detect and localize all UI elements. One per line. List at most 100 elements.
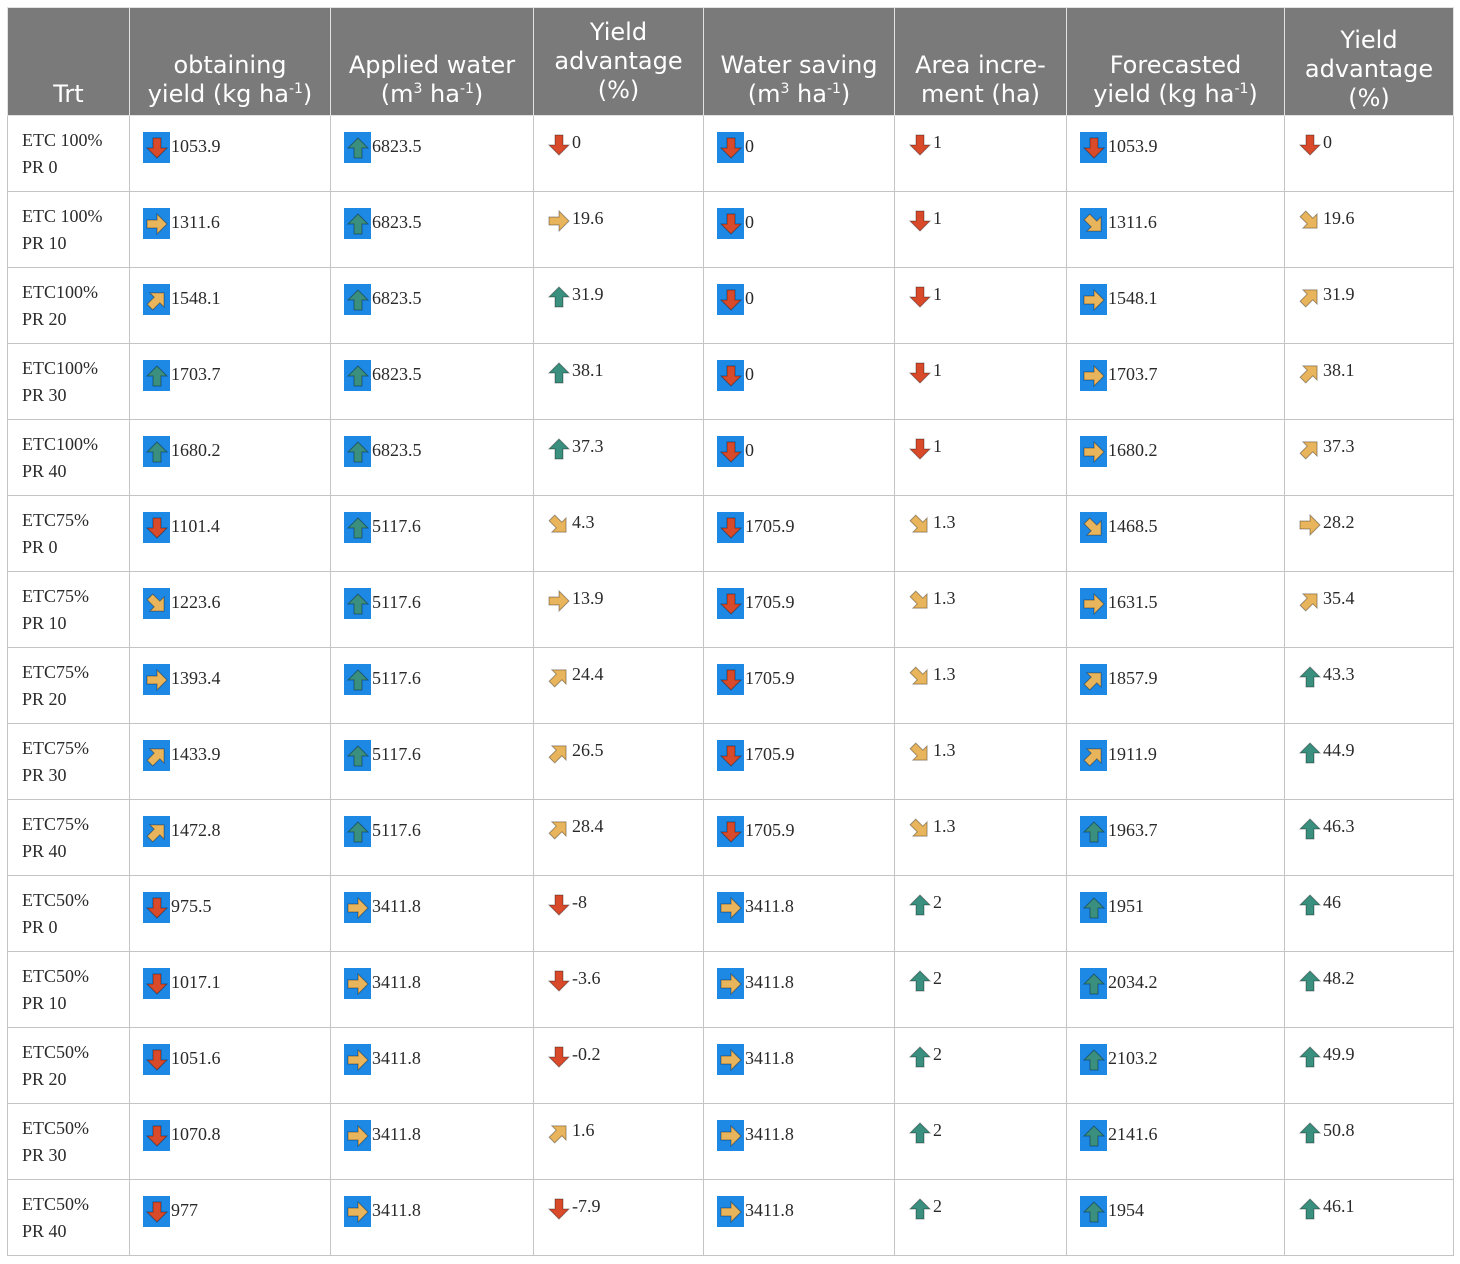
water-saving-value: 0 xyxy=(745,212,754,232)
trt-pr-label: PR 40 xyxy=(22,461,67,481)
water-saving-value: 3411.8 xyxy=(745,1200,794,1220)
arrow-right-icon xyxy=(547,207,571,235)
yield-advantage-value: 37.3 xyxy=(572,436,604,456)
trt-cell: ETC100% PR 40 xyxy=(7,419,130,496)
yield-advantage-forecast-value: 50.8 xyxy=(1323,1120,1355,1140)
trt-etc-label: ETC 100% xyxy=(22,206,103,226)
table-row: ETC100% PR 40 1680.2 6823.5 37.3 0 1 1680.2 37.3 xyxy=(7,419,1454,496)
table-row: ETC75% PR 0 1101.4 5117.6 4.3 1705.9 1.3 1468.5… xyxy=(7,495,1454,572)
arrow-up-icon xyxy=(1080,1120,1107,1151)
yield-advantage-cell: 19.6 xyxy=(533,191,704,268)
table-row: ETC50% PR 20 1051.6 3411.8 -0.2 3411.8 2 2103.2… xyxy=(7,1027,1454,1104)
obtaining-yield-cell: 1311.6 xyxy=(129,191,331,268)
arrow-right-icon xyxy=(717,892,744,923)
yield-advantage-forecast-cell: 35.4 xyxy=(1284,571,1454,648)
applied-water-cell: 6823.5 xyxy=(330,115,534,192)
area-increment-cell: 1 xyxy=(894,191,1067,268)
arrow-up-right-icon xyxy=(143,816,170,847)
forecasted-yield-cell: 2103.2 xyxy=(1066,1027,1285,1104)
table-row: ETC100% PR 20 1548.1 6823.5 31.9 0 1 1548.1 31.9 xyxy=(7,267,1454,344)
table-row: ETC 100% PR 10 1311.6 6823.5 19.6 0 1 1311.6 19.… xyxy=(7,191,1454,268)
data-table: Trt obtaining yield (kg ha-1) Applied wat… xyxy=(7,7,1454,1256)
arrow-up-icon xyxy=(908,967,932,995)
forecasted-yield-cell: 1053.9 xyxy=(1066,115,1285,192)
forecasted-yield-cell: 1703.7 xyxy=(1066,343,1285,420)
water-saving-cell: 1705.9 xyxy=(703,571,895,648)
arrow-up-right-icon xyxy=(1298,359,1322,387)
arrow-up-right-icon xyxy=(547,739,571,767)
arrow-up-icon xyxy=(344,588,371,619)
water-saving-value: 1705.9 xyxy=(745,744,795,764)
yield-advantage-value: 4.3 xyxy=(572,512,595,532)
arrow-down-icon xyxy=(1298,131,1322,159)
arrow-up-icon xyxy=(908,1195,932,1223)
header-area-increment: Area incre-ment (ha) xyxy=(894,7,1067,116)
obtaining-yield-cell: 1472.8 xyxy=(129,799,331,876)
table-row: ETC50% PR 40 977 3411.8 -7.9 3411.8 2 1954 46.1 xyxy=(7,1179,1454,1256)
applied-water-value: 6823.5 xyxy=(372,212,422,232)
arrow-up-icon xyxy=(1080,968,1107,999)
arrow-down-right-icon xyxy=(1298,207,1322,235)
water-saving-cell: 3411.8 xyxy=(703,1027,895,1104)
forecasted-yield-cell: 1911.9 xyxy=(1066,723,1285,800)
applied-water-cell: 3411.8 xyxy=(330,1103,534,1180)
area-increment-value: 2 xyxy=(933,1044,942,1064)
yield-advantage-value: -7.9 xyxy=(572,1196,601,1216)
trt-pr-label: PR 10 xyxy=(22,613,67,633)
yield-advantage-forecast-value: 46.3 xyxy=(1323,816,1355,836)
water-saving-value: 0 xyxy=(745,288,754,308)
trt-pr-label: PR 30 xyxy=(22,385,67,405)
trt-pr-label: PR 10 xyxy=(22,993,67,1013)
forecasted-yield-cell: 1548.1 xyxy=(1066,267,1285,344)
header-row: Trt obtaining yield (kg ha-1) Applied wat… xyxy=(7,7,1454,116)
arrow-right-icon xyxy=(143,664,170,695)
forecasted-yield-value: 1468.5 xyxy=(1108,516,1158,536)
yield-advantage-value: -3.6 xyxy=(572,968,601,988)
arrow-right-icon xyxy=(717,1044,744,1075)
yield-advantage-value: 1.6 xyxy=(572,1120,595,1140)
arrow-right-icon xyxy=(143,208,170,239)
obtaining-yield-value: 1548.1 xyxy=(171,288,221,308)
arrow-up-icon xyxy=(344,664,371,695)
obtaining-yield-cell: 977 xyxy=(129,1179,331,1256)
arrow-up-icon xyxy=(344,740,371,771)
arrow-up-icon xyxy=(908,1043,932,1071)
water-saving-value: 3411.8 xyxy=(745,1124,794,1144)
arrow-up-icon xyxy=(1298,663,1322,691)
water-saving-cell: 0 xyxy=(703,191,895,268)
yield-advantage-forecast-cell: 48.2 xyxy=(1284,951,1454,1028)
area-increment-cell: 1.3 xyxy=(894,723,1067,800)
obtaining-yield-cell: 975.5 xyxy=(129,875,331,952)
obtaining-yield-cell: 1433.9 xyxy=(129,723,331,800)
forecasted-yield-cell: 1311.6 xyxy=(1066,191,1285,268)
trt-cell: ETC 100% PR 0 xyxy=(7,115,130,192)
trt-pr-label: PR 40 xyxy=(22,1221,67,1241)
yield-advantage-cell: 4.3 xyxy=(533,495,704,572)
applied-water-cell: 3411.8 xyxy=(330,951,534,1028)
forecasted-yield-cell: 1951 xyxy=(1066,875,1285,952)
trt-etc-label: ETC100% xyxy=(22,358,98,378)
arrow-down-icon xyxy=(717,512,744,543)
trt-cell: ETC 100% PR 10 xyxy=(7,191,130,268)
arrow-right-icon xyxy=(717,1120,744,1151)
trt-etc-label: ETC50% xyxy=(22,1194,89,1214)
arrow-right-icon xyxy=(344,968,371,999)
arrow-up-icon xyxy=(344,360,371,391)
forecasted-yield-cell: 1963.7 xyxy=(1066,799,1285,876)
applied-water-cell: 5117.6 xyxy=(330,571,534,648)
water-saving-cell: 1705.9 xyxy=(703,799,895,876)
obtaining-yield-value: 1051.6 xyxy=(171,1048,221,1068)
arrow-up-right-icon xyxy=(143,740,170,771)
applied-water-value: 3411.8 xyxy=(372,896,421,916)
yield-advantage-forecast-value: 46 xyxy=(1323,892,1341,912)
area-increment-cell: 1 xyxy=(894,343,1067,420)
area-increment-cell: 1.3 xyxy=(894,571,1067,648)
water-saving-cell: 0 xyxy=(703,343,895,420)
yield-advantage-forecast-cell: 46 xyxy=(1284,875,1454,952)
obtaining-yield-cell: 1070.8 xyxy=(129,1103,331,1180)
arrow-up-icon xyxy=(1298,739,1322,767)
area-increment-cell: 2 xyxy=(894,1103,1067,1180)
area-increment-value: 1.3 xyxy=(933,664,956,684)
trt-pr-label: PR 0 xyxy=(22,157,58,177)
obtaining-yield-cell: 1703.7 xyxy=(129,343,331,420)
